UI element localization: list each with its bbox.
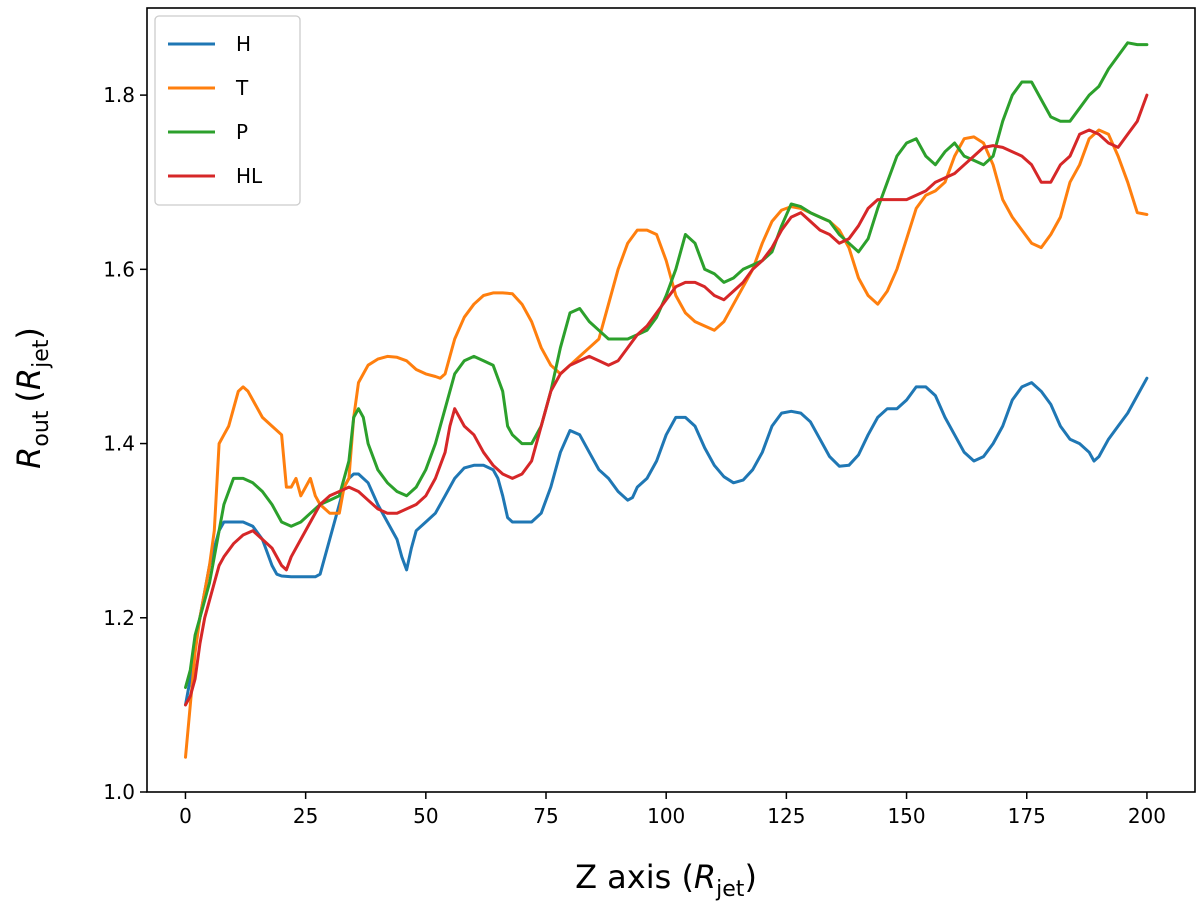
y-axis-label-sub2: jet [29,339,54,369]
x-tick-label: 125 [767,804,805,828]
legend-box [154,15,301,206]
x-tick-label: 150 [887,804,925,828]
y-tick-label: 1.6 [103,257,135,281]
legend-label-hl: HL [236,164,263,188]
x-tick-label: 200 [1128,804,1166,828]
series-line-h [184,376,1149,707]
series-lines [184,41,1149,759]
x-axis-label-var: R [694,858,716,896]
y-axis-label: Rout(Rjet) [10,327,54,469]
series-line-t [184,128,1149,759]
y-tick-label: 1.4 [103,432,135,456]
y-tick-label: 1.2 [103,606,135,630]
x-tick-label: 0 [179,804,192,828]
y-axis-ticks: 1.0 1.2 1.4 1.6 1.8 [103,83,147,804]
x-tick-label: 175 [1008,804,1046,828]
series-line-hl [184,93,1149,707]
y-axis-label-open: ( [10,390,48,402]
y-axis-label-var2: R [10,368,48,390]
plot-frame [146,7,1196,793]
x-tick-label: 50 [413,804,438,828]
y-axis-label-sub: out [29,410,54,446]
x-tick-label: 25 [293,804,318,828]
x-axis-label: Z axis (Rjet) [575,858,757,902]
legend: HTP HL [154,15,301,206]
y-tick-label: 1.8 [103,83,135,107]
y-axis-label-close: ) [10,327,48,339]
x-tick-label: 75 [533,804,558,828]
y-axis-label-var: R [10,447,48,469]
x-tick-label: 100 [647,804,685,828]
x-axis-label-close: ) [744,858,756,896]
legend-label-t: T [235,76,249,100]
y-tick-label: 1.0 [103,780,135,804]
x-axis-label-main: Z axis ( [575,858,694,896]
x-axis-ticks: 0 25 50 75 100 125 150 175 200 [179,792,1166,828]
x-axis-label-sub: jet [715,877,745,902]
legend-label-p: P [236,120,248,144]
legend-label-h: H [236,32,251,56]
